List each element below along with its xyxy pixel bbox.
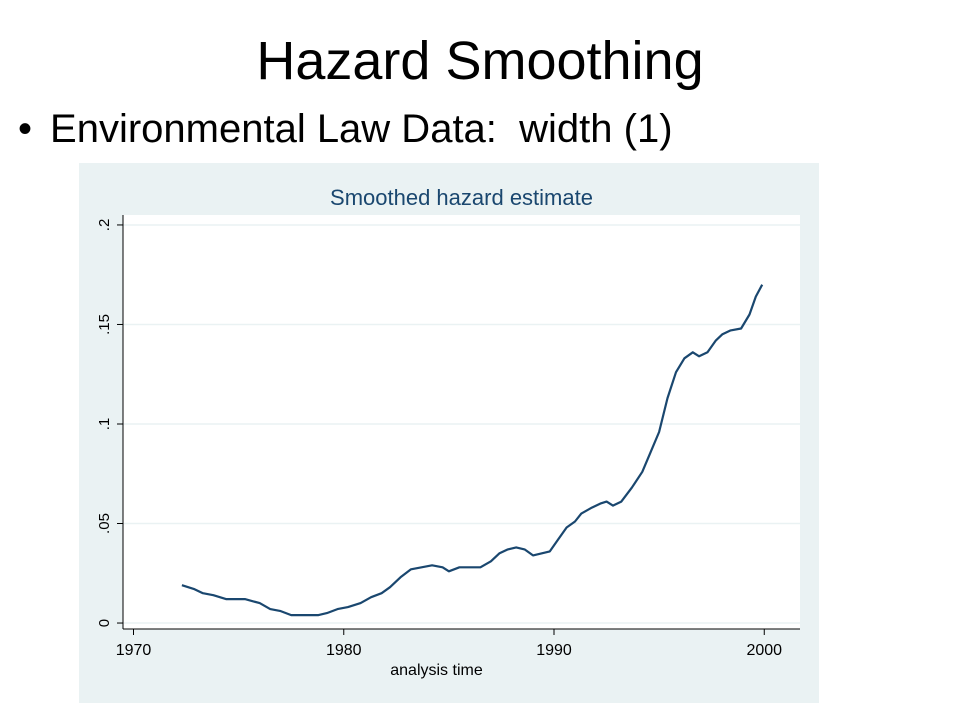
chart-panel: Smoothed hazard estimate 0 .05 .1 .15 .2 1970 1…	[79, 163, 819, 703]
x-tick-label: 2000	[746, 642, 782, 659]
y-tick-label: 0	[96, 619, 113, 627]
x-tick-label: 1990	[536, 642, 572, 659]
bullet-item: • Environmental Law Data: width (1)	[18, 107, 673, 152]
y-tick-label: .2	[96, 219, 113, 232]
hazard-chart: Smoothed hazard estimate 0 .05 .1 .15 .2 1970 1…	[79, 163, 819, 703]
bullet-text: Environmental Law Data: width (1)	[50, 107, 673, 151]
bullet-icon: •	[18, 107, 33, 151]
y-tick-label: .1	[96, 418, 113, 431]
slide-title: Hazard Smoothing	[256, 31, 704, 91]
x-tick-label: 1980	[326, 642, 362, 659]
y-tick-label: .05	[96, 513, 113, 534]
plot-area	[123, 215, 800, 629]
chart-title: Smoothed hazard estimate	[330, 185, 593, 210]
hazard-series-line	[181, 284, 764, 617]
x-tick-label: 1970	[116, 642, 152, 659]
x-axis-label: analysis time	[390, 662, 483, 679]
y-tick-label: .15	[96, 314, 113, 335]
